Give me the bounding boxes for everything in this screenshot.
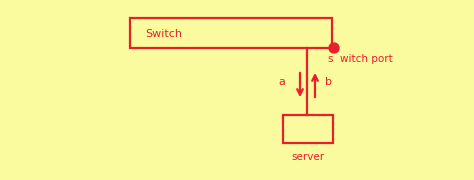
Text: s: s [328, 54, 333, 64]
Text: b: b [325, 77, 332, 87]
Text: server: server [292, 152, 325, 162]
Circle shape [329, 43, 339, 53]
Text: Switch: Switch [145, 29, 182, 39]
Text: a: a [278, 77, 285, 87]
Bar [130, 18, 332, 48]
Text: witch port: witch port [340, 54, 393, 64]
Bar [283, 115, 333, 143]
